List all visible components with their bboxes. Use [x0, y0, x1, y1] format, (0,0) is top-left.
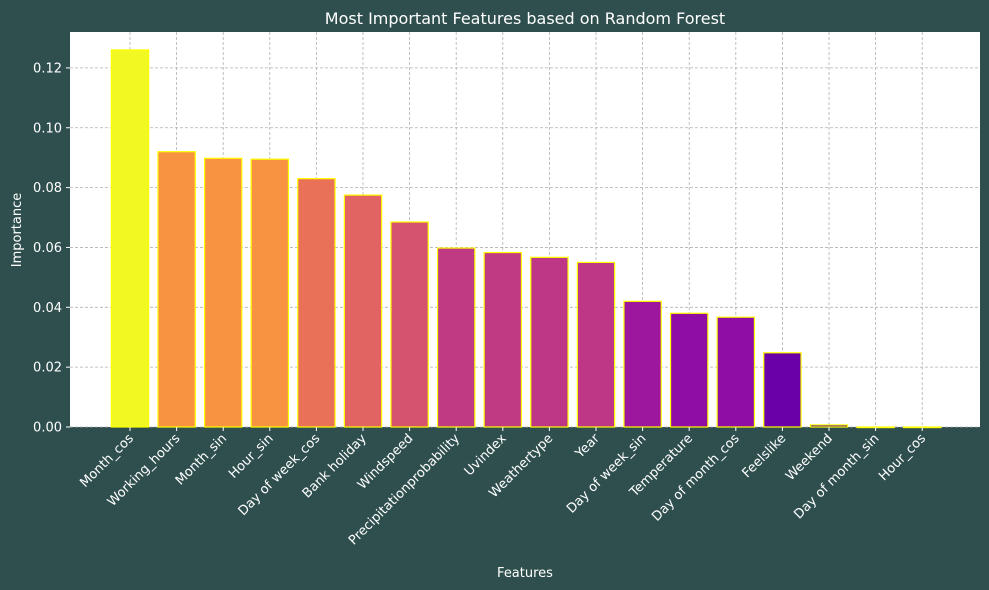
x-tick-label: Year: [572, 431, 603, 462]
bar: [297, 178, 336, 428]
x-tick-label: Uvindex: [462, 431, 510, 479]
x-tick-label: Feelslike: [739, 431, 789, 481]
y-tick-label: 0.06: [33, 241, 62, 256]
x-tick-label: Day of month_cos: [649, 431, 743, 525]
x-tick-label: Day of month_sin: [791, 431, 882, 522]
bar: [809, 424, 849, 428]
y-tick-label: 0.04: [33, 301, 62, 316]
x-axis-label: Features: [497, 566, 553, 581]
bar: [576, 261, 616, 428]
y-axis-label: Importance: [10, 193, 25, 268]
x-tick-label: Month_sin: [173, 431, 230, 488]
bar: [669, 312, 709, 428]
chart-title: Most Important Features based on Random …: [325, 9, 725, 28]
y-tick-label: 0.08: [33, 181, 62, 196]
bar: [157, 151, 196, 428]
bar: [623, 300, 662, 428]
y-tick-label: 0.12: [33, 61, 62, 76]
y-tick-label: 0.10: [33, 121, 62, 136]
x-tick-label: Day of week_sin: [564, 431, 649, 516]
bar: [763, 352, 802, 428]
bar: [436, 247, 476, 428]
bar: [716, 316, 756, 428]
bar: [530, 256, 569, 428]
bar: [343, 194, 383, 428]
y-tick-label: 0.02: [33, 361, 62, 376]
x-tick-label: Hour_cos: [876, 431, 929, 484]
bars: [110, 49, 942, 429]
bar: [390, 221, 429, 428]
x-tick-label: Day of week_cos: [236, 431, 324, 519]
bar: [203, 157, 243, 428]
y-tick-label: 0.00: [33, 421, 62, 436]
bar: [483, 251, 523, 428]
bar: [250, 158, 290, 428]
bar: [110, 49, 150, 428]
